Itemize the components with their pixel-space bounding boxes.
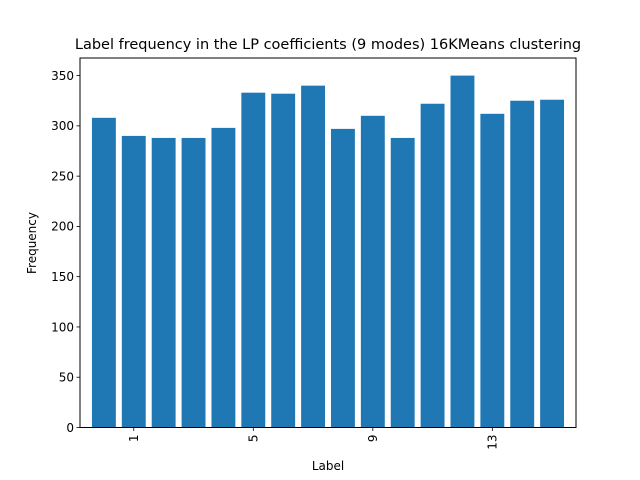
y-tick-label: 50 (59, 371, 74, 385)
bar-label-7 (301, 85, 326, 428)
bar-label-9 (360, 115, 385, 428)
bar-label-4 (211, 127, 236, 428)
y-tick-label: 300 (51, 119, 74, 133)
bar-label-3 (181, 137, 206, 428)
bar-label-14 (510, 100, 535, 428)
x-axis-ticks: 1 5 9 13 (127, 427, 500, 450)
x-tick-label: 13 (486, 435, 500, 450)
y-tick-label: 200 (51, 220, 74, 234)
y-tick-label: 100 (51, 320, 74, 334)
x-tick-label: 9 (366, 435, 380, 443)
bar-label-13 (480, 113, 505, 428)
bar-label-8 (330, 128, 355, 428)
bar-label-6 (271, 93, 296, 428)
plot-frame (79, 57, 577, 428)
bar-label-2 (151, 137, 176, 428)
x-tick-label: 5 (247, 435, 261, 443)
bar-label-15 (540, 99, 565, 428)
y-tick-label: 0 (66, 421, 74, 435)
y-axis-label: Frequency (25, 212, 39, 274)
bar-label-0 (91, 117, 116, 428)
y-tick-label: 150 (51, 270, 74, 284)
x-tick-label: 1 (127, 435, 141, 443)
bar-label-12 (450, 75, 475, 428)
bar-label-10 (390, 137, 415, 428)
chart-title: Label frequency in the LP coefficients (… (75, 37, 581, 53)
bar-label-1 (121, 135, 146, 428)
x-axis-label: Label (312, 459, 344, 473)
bars-group (91, 75, 565, 428)
y-tick-label: 350 (51, 69, 74, 83)
bar-label-5 (241, 92, 266, 428)
bar-label-11 (420, 103, 445, 428)
y-tick-label: 250 (51, 169, 74, 183)
y-axis-ticks: 0 50 100 150 200 250 300 350 (51, 69, 80, 435)
